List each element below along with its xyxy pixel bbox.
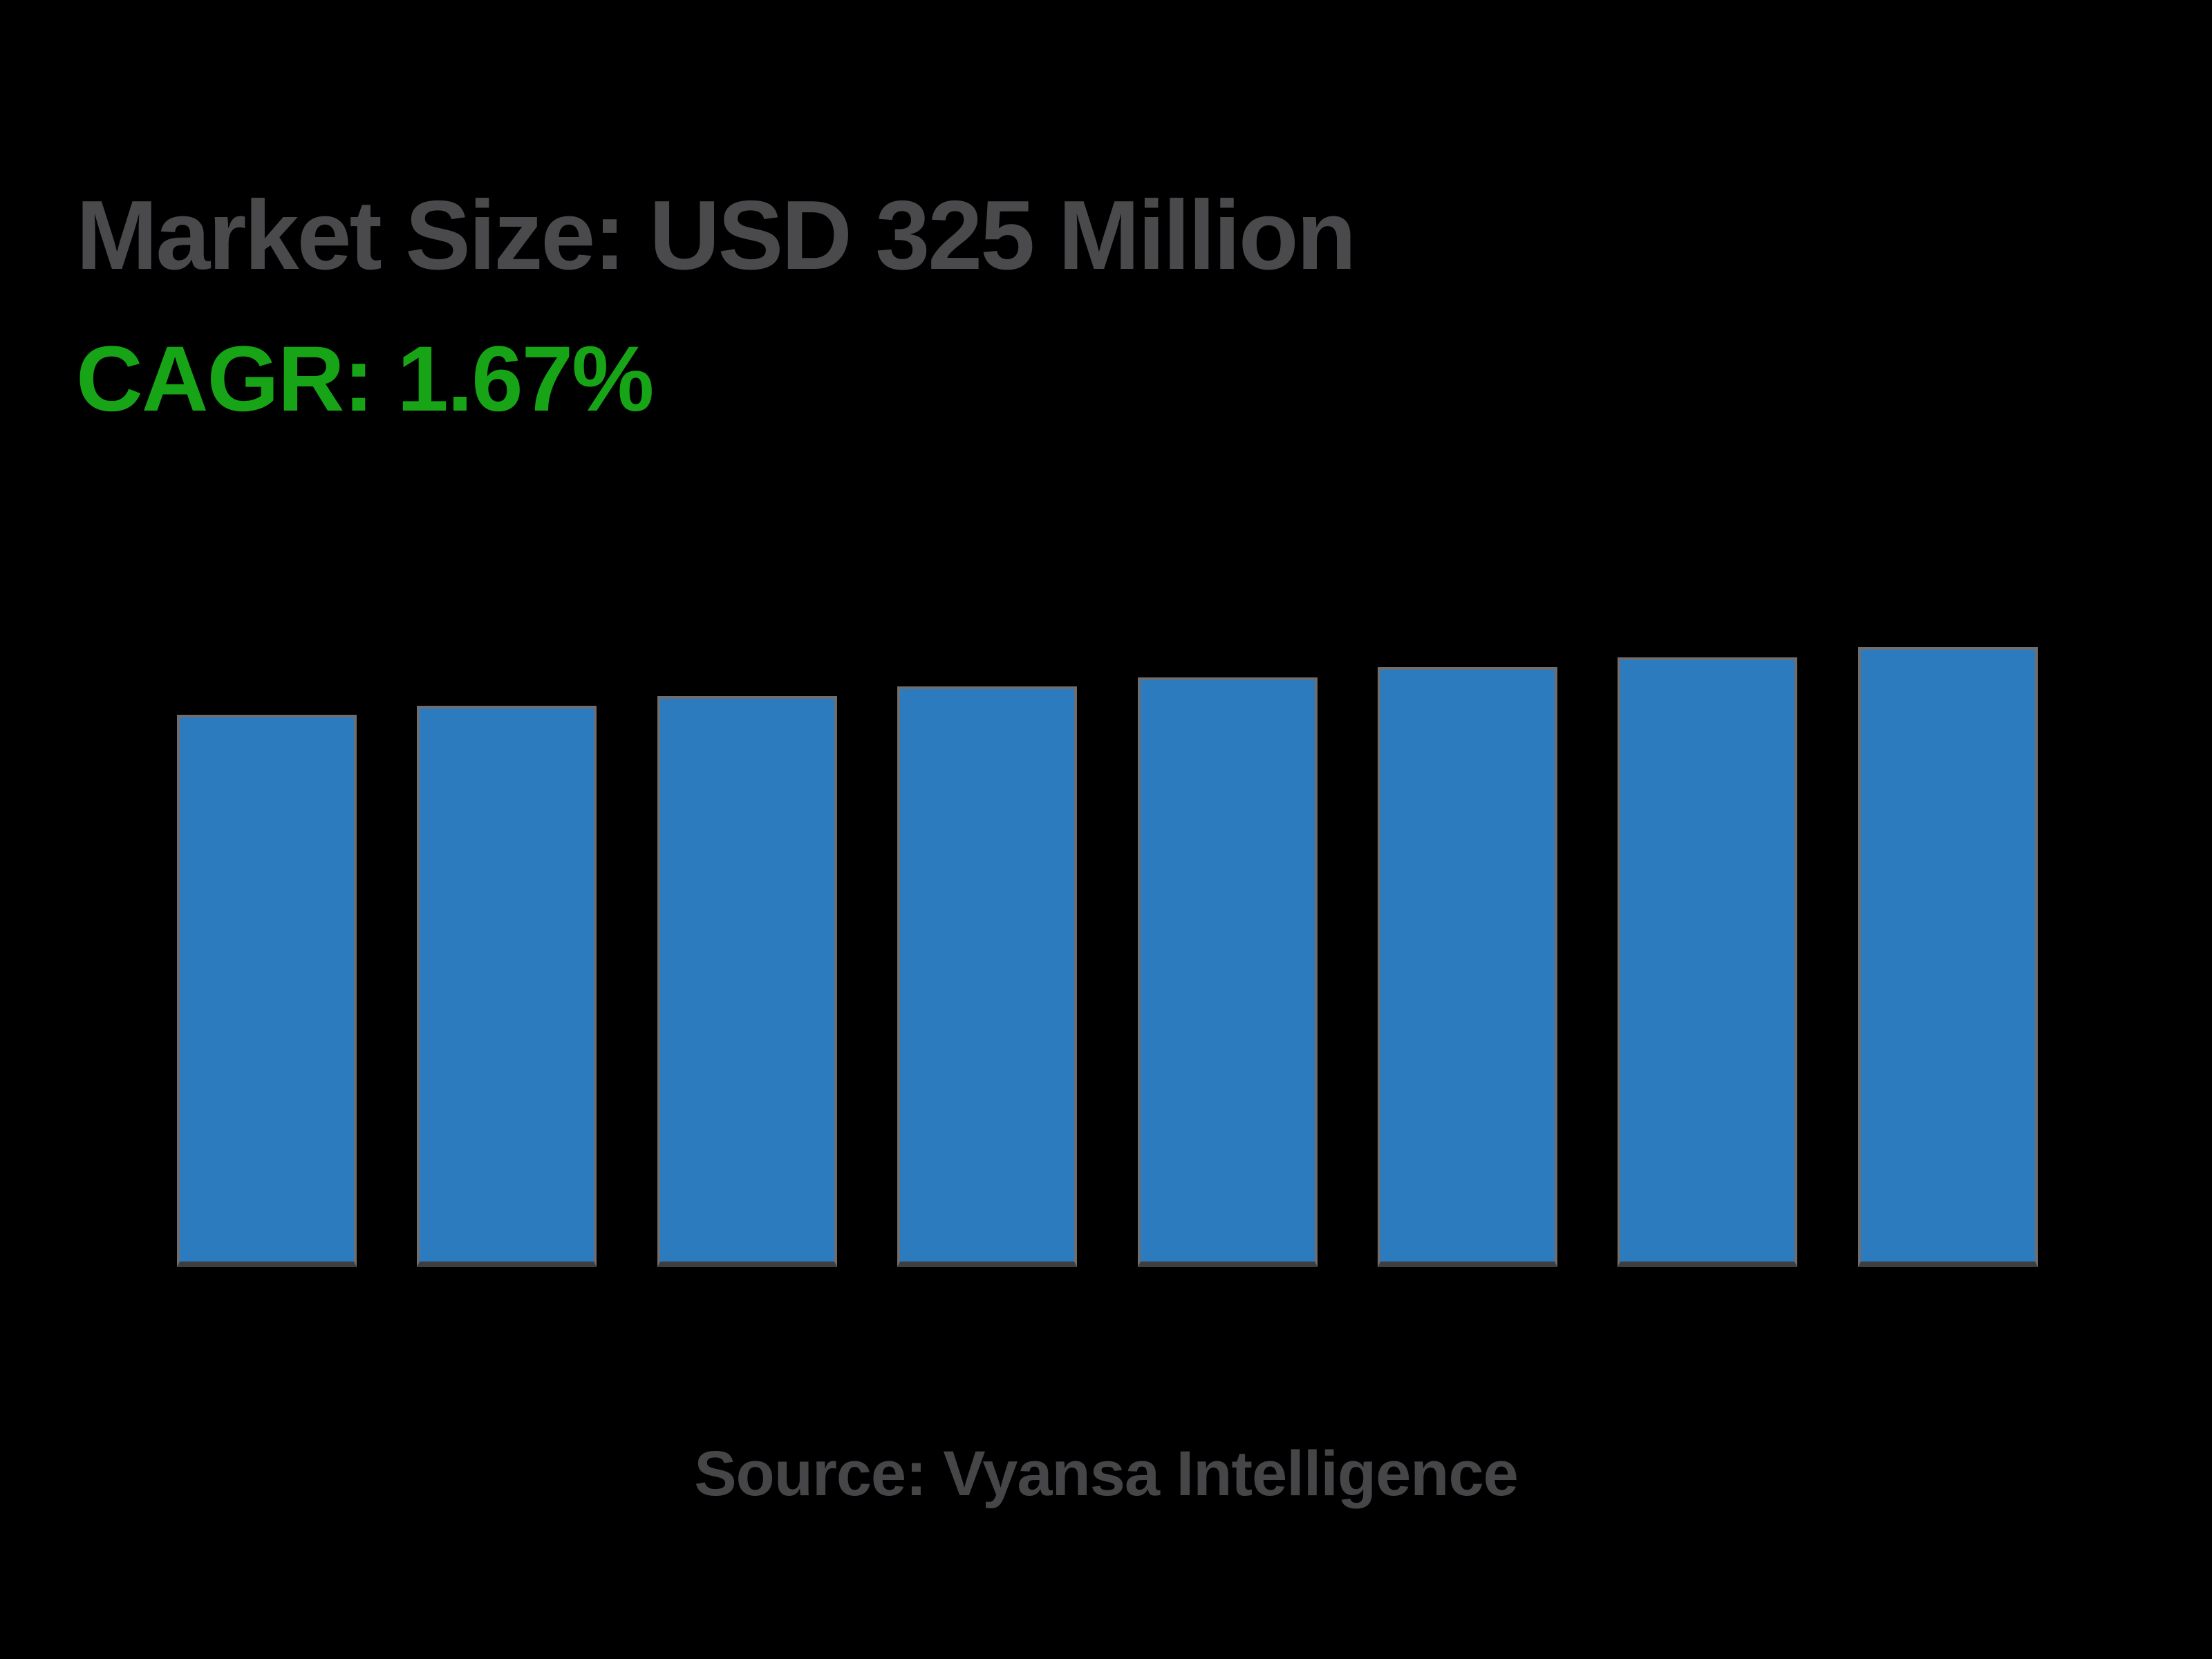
bar xyxy=(657,696,837,1267)
bar xyxy=(177,715,357,1267)
bar xyxy=(417,706,597,1267)
bar xyxy=(897,686,1077,1267)
cagr-subtitle: CAGR: 1.67% xyxy=(76,328,654,431)
bar xyxy=(1618,657,1797,1267)
market-size-title: Market Size: USD 325 Million xyxy=(76,180,1356,290)
bar xyxy=(1858,647,2038,1267)
bar xyxy=(1138,677,1318,1267)
bar xyxy=(1378,667,1557,1267)
source-caption: Source: Vyansa Intelligence xyxy=(694,1438,1519,1509)
